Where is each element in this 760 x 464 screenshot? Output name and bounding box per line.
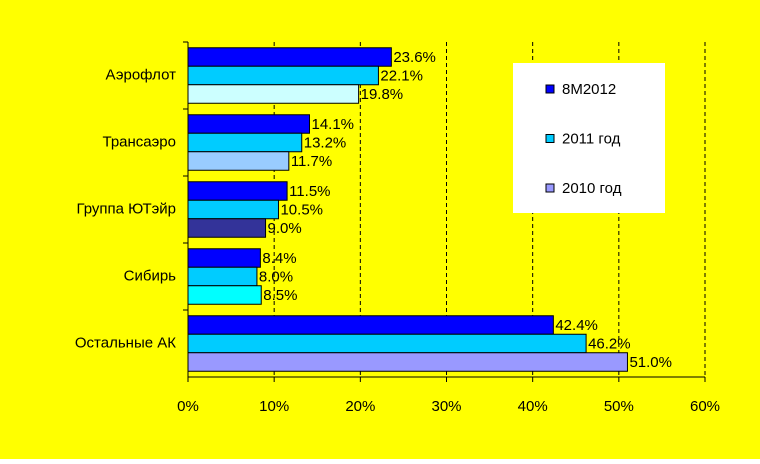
legend-marker — [545, 183, 555, 193]
value-label: 11.5% — [289, 183, 330, 200]
y-tick-label: Аэрофлот — [106, 66, 177, 83]
bar — [187, 132, 303, 153]
x-tick-label: 40% — [518, 398, 548, 415]
bar — [187, 47, 392, 67]
value-label: 19.8% — [361, 86, 404, 103]
x-tick-label: 60% — [690, 398, 720, 415]
y-tick-label: Сибирь — [124, 267, 177, 284]
y-tick-label: Трансаэро — [103, 133, 176, 150]
legend — [513, 63, 665, 213]
value-label: 22.1% — [380, 67, 423, 84]
value-label: 8.5% — [263, 287, 297, 304]
legend-marker — [545, 134, 555, 143]
bar — [187, 84, 360, 104]
value-label: 46.2% — [588, 335, 631, 352]
legend-marker — [545, 84, 555, 94]
x-tick-label: 0% — [177, 398, 199, 415]
value-label: 9.0% — [268, 220, 302, 237]
bar — [187, 285, 262, 305]
x-tick-label: 50% — [604, 398, 634, 415]
value-label: 14.1% — [311, 116, 354, 133]
x-tick-label: 20% — [345, 398, 375, 415]
value-label: 8.4% — [262, 250, 296, 267]
bar — [187, 352, 628, 372]
bar — [187, 65, 379, 86]
bar — [187, 333, 587, 354]
value-label: 8.0% — [259, 268, 293, 285]
legend-label: 2011 год — [562, 130, 621, 147]
bar — [187, 181, 288, 201]
x-tick-label: 30% — [431, 398, 461, 415]
value-label: 51.0% — [629, 354, 672, 371]
x-tick-label: 10% — [259, 398, 289, 415]
y-tick-label: Остальные АК — [75, 334, 176, 351]
value-label: 23.6% — [393, 49, 436, 66]
value-label: 10.5% — [280, 201, 323, 218]
legend-label: 2010 год — [562, 180, 622, 197]
bar — [187, 315, 554, 335]
value-label: 11.7% — [291, 153, 332, 170]
bar — [187, 248, 261, 268]
bar — [187, 218, 267, 238]
bar — [187, 266, 258, 287]
legend-label: 8M2012 — [562, 81, 616, 98]
y-tick-label: Группа ЮТэйр — [76, 200, 176, 217]
bar — [187, 199, 279, 220]
value-label: 42.4% — [555, 317, 598, 334]
value-label: 13.2% — [304, 134, 347, 151]
bar — [187, 114, 310, 134]
bar — [187, 151, 290, 171]
